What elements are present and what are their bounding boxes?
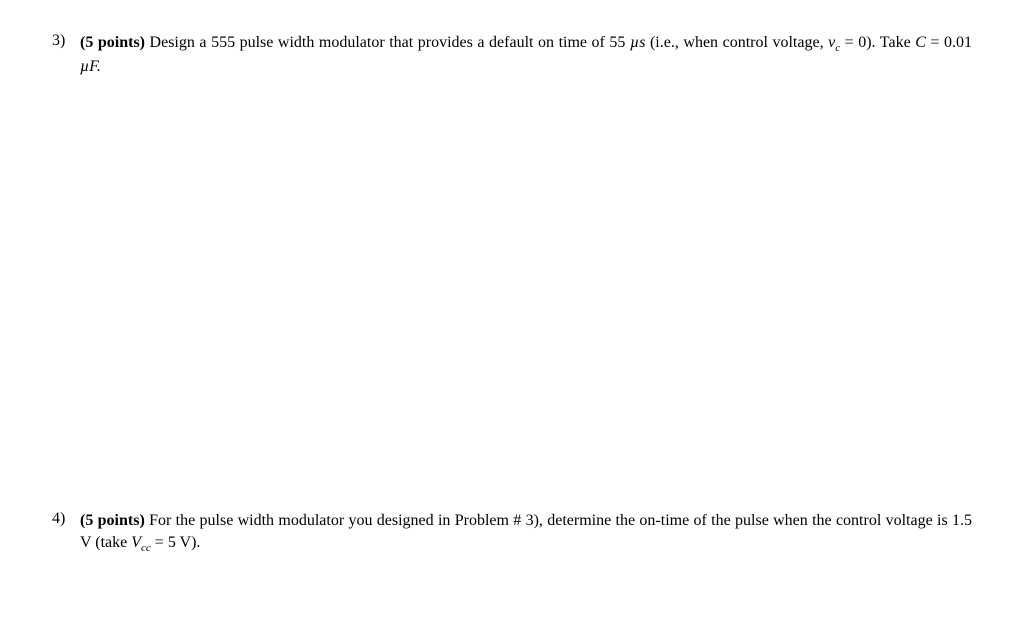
question-3-mu-unit2: µF. (80, 58, 101, 75)
question-3-text-2: (i.e., when control voltage, (645, 34, 828, 51)
question-4-sub-cc: cc (141, 542, 151, 554)
question-3-mu-unit: µs (630, 34, 645, 51)
question-4-row: 4) (5 points) For the pulse width modula… (52, 510, 972, 556)
question-4-number: 4) (52, 510, 80, 528)
question-3-points: (5 points) (80, 34, 145, 51)
question-4: 4) (5 points) For the pulse width modula… (52, 510, 972, 556)
question-4-var-V: V (131, 534, 141, 551)
question-3-row: 3) (5 points) Design a 555 pulse width m… (52, 32, 972, 78)
question-4-V-value: = 5 V). (151, 534, 201, 551)
question-3-C-value: = 0.01 (926, 34, 972, 51)
question-3-text-1: Design a 555 pulse width modulator that … (145, 34, 630, 51)
question-4-points: (5 points) (80, 512, 145, 529)
question-3-number: 3) (52, 32, 80, 50)
question-3: 3) (5 points) Design a 555 pulse width m… (52, 32, 972, 78)
question-3-var-C: C (915, 34, 926, 51)
question-3-body: (5 points) Design a 555 pulse width modu… (80, 32, 972, 78)
question-3-eq-zero: = 0). Take (840, 34, 915, 51)
question-4-text-1: For the pulse width modulator you design… (80, 512, 972, 551)
question-4-body: (5 points) For the pulse width modulator… (80, 510, 972, 556)
